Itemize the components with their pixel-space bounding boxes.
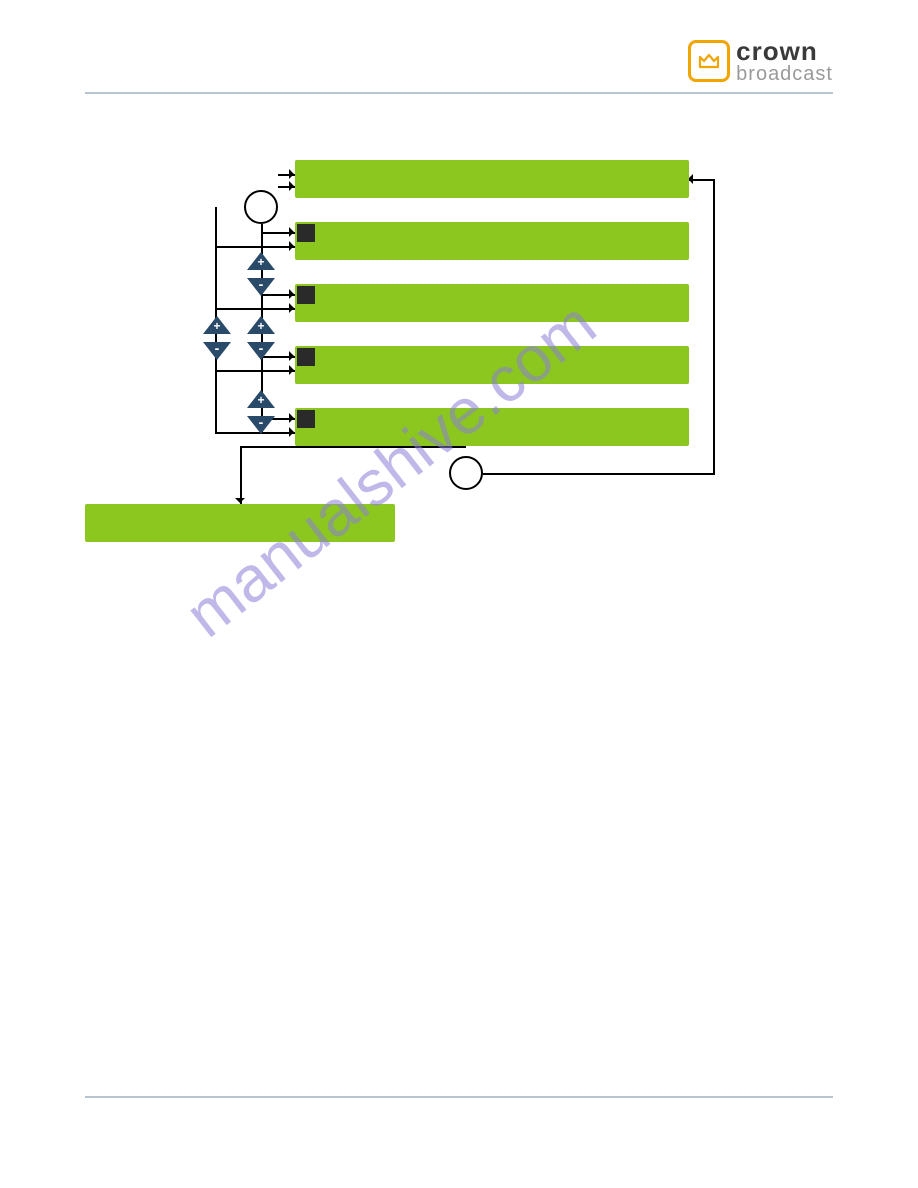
box-4 [295,346,689,384]
line-h-box4b [215,370,295,372]
line-h-box3b [215,308,295,310]
svg-text:+: + [257,255,264,269]
pm-4-icon: + - [247,390,275,434]
svg-text:-: - [215,340,220,356]
crown-svg [697,49,721,73]
line-cb-down [240,446,242,504]
page: crown broadcast [0,0,918,1188]
circle-bottom [449,456,483,490]
line-right-vert [713,179,715,473]
line-right-bottom-h [483,473,715,475]
crown-icon [688,40,730,82]
logo-text: crown broadcast [736,38,833,84]
svg-text:+: + [257,393,264,407]
logo-top-text: crown [736,38,833,64]
box-5-marker [297,410,315,428]
svg-text:-: - [259,276,264,292]
flow-diagram: + - + - + - + - [85,160,833,580]
pm-1-icon: + - [247,252,275,296]
box-3 [295,284,689,322]
box-1 [295,160,689,198]
box-3-marker [297,286,315,304]
svg-text:+: + [257,319,264,333]
header-rule [85,92,833,94]
svg-text:-: - [259,414,264,430]
footer-rule [85,1096,833,1098]
box-2 [295,222,689,260]
circle-top [244,190,278,224]
box-5 [295,408,689,446]
line-cb-down-h [240,446,466,448]
box-2-marker [297,224,315,242]
pm-2-icon: + - [247,316,275,360]
svg-text:+: + [213,319,220,333]
box-6 [85,504,395,542]
line-h-box2b [215,246,295,248]
box-4-marker [297,348,315,366]
logo-bottom-text: broadcast [736,64,833,84]
svg-text:-: - [259,340,264,356]
logo: crown broadcast [688,38,833,84]
pm-3-icon: + - [203,316,231,360]
